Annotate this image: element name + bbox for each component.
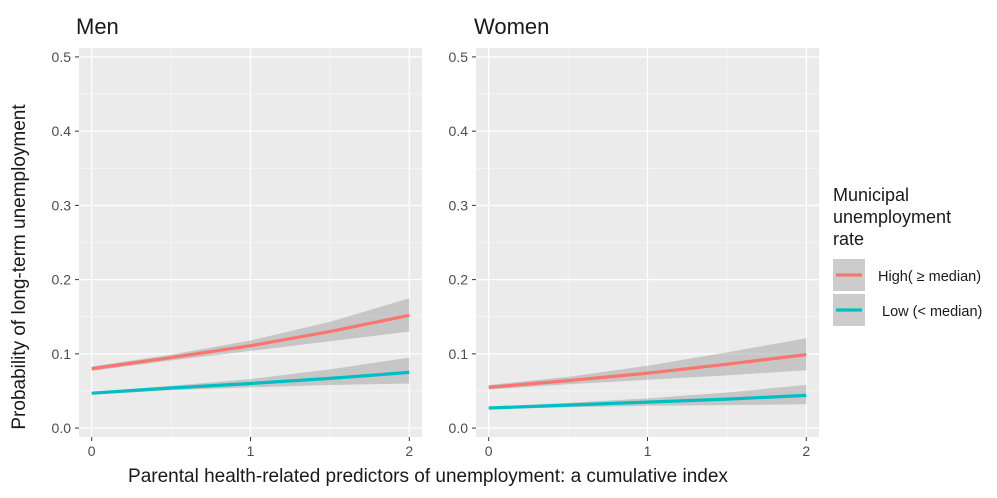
- y-tick-label: 0.2: [449, 272, 469, 288]
- series-line-high: [91, 313, 410, 371]
- y-axis-label: Probability of long-term unemployment: [9, 104, 30, 430]
- y-tick-label: 0.2: [52, 272, 72, 288]
- confidence-band: [488, 385, 807, 410]
- y-tick-label: 0.1: [52, 346, 72, 362]
- x-tick-label: 1: [247, 443, 255, 459]
- series-line-low: [488, 393, 807, 410]
- panel-women: 0.0 0.1 0.2 0.3 0.4 0.5 0 1 2: [449, 48, 819, 459]
- legend-title-line-2: unemployment: [833, 207, 951, 227]
- y-tick-label: 0.3: [52, 197, 72, 213]
- y-tick-label: 0.1: [449, 346, 469, 362]
- x-tick-label: 1: [644, 443, 652, 459]
- y-tick-label: 0.0: [52, 420, 72, 436]
- panel-men: 0.0 0.1 0.2 0.3 0.4 0.5 0 1 2: [52, 48, 422, 459]
- x-axis-label: Parental health-related predictors of un…: [128, 466, 728, 487]
- legend-label-high: High( ≥ median): [878, 269, 981, 285]
- y-tick-label: 0.4: [52, 123, 72, 139]
- panel-title-men: Men: [76, 14, 119, 39]
- panel-title-women: Women: [474, 14, 549, 39]
- x-tick-label: 0: [485, 443, 493, 459]
- series-line-low: [91, 370, 410, 395]
- y-tick-label: 0.5: [449, 49, 469, 65]
- x-tick-label: 0: [88, 443, 96, 459]
- legend-label-low: Low (< median): [882, 304, 982, 320]
- legend-title-line-3: rate: [833, 229, 864, 249]
- legend-title-line-1: Municipal: [833, 185, 909, 205]
- y-tick-label: 0.5: [52, 49, 72, 65]
- y-tick-label: 0.3: [449, 197, 469, 213]
- y-tick-label: 0.4: [449, 123, 469, 139]
- legend: Municipal unemployment rate High( ≥ medi…: [833, 185, 982, 326]
- y-tick-label: 0.0: [449, 420, 469, 436]
- x-tick-label: 2: [802, 443, 810, 459]
- series-line-high: [488, 353, 807, 389]
- x-tick-label: 2: [405, 443, 413, 459]
